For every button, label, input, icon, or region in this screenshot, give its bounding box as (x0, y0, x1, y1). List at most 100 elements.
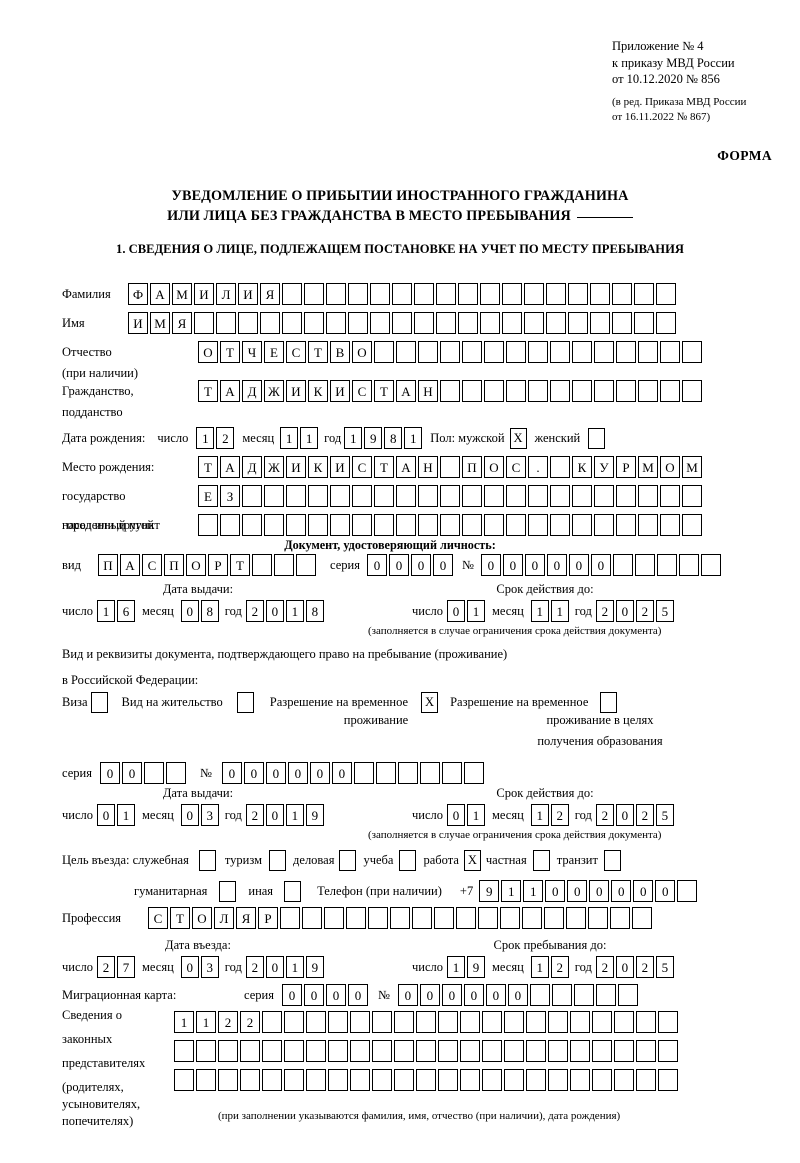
char-cell[interactable] (617, 984, 638, 1006)
purpose-other-checkbox[interactable] (284, 880, 302, 902)
char-cell[interactable] (506, 485, 526, 507)
char-cell[interactable] (590, 283, 610, 305)
char-cell[interactable] (526, 1040, 546, 1062)
char-cell[interactable] (636, 1069, 656, 1091)
char-cell[interactable] (592, 1011, 612, 1033)
char-cell[interactable]: 1 (174, 1011, 194, 1033)
digit-cell[interactable]: 6 (117, 600, 136, 622)
char-cell[interactable] (462, 341, 482, 363)
digit-cell[interactable]: 3 (200, 956, 219, 978)
char-cell[interactable] (658, 1040, 678, 1062)
char-cell[interactable] (528, 341, 548, 363)
char-cell[interactable] (350, 1069, 370, 1091)
char-cell[interactable]: Т (198, 380, 218, 402)
digit-cell[interactable]: 2 (550, 956, 569, 978)
char-cell[interactable] (550, 380, 570, 402)
char-cell[interactable] (198, 514, 218, 536)
char-cell[interactable]: У (594, 456, 614, 478)
char-cell[interactable]: 1 (523, 880, 544, 902)
char-cell[interactable] (480, 283, 500, 305)
char-cell[interactable] (678, 554, 699, 576)
char-cell[interactable] (462, 514, 482, 536)
digit-cell[interactable]: 8 (384, 427, 403, 449)
char-cell[interactable] (506, 514, 526, 536)
char-cell[interactable] (616, 485, 636, 507)
char-cell[interactable] (592, 1040, 612, 1062)
digit-cell[interactable]: 7 (117, 956, 136, 978)
digit-cell[interactable]: 1 (300, 427, 319, 449)
digit-cell[interactable]: 0 (97, 804, 116, 826)
digit-cell[interactable]: 0 (615, 804, 634, 826)
purpose-tourism-checkbox[interactable] (269, 850, 287, 871)
char-cell[interactable] (660, 514, 680, 536)
char-cell[interactable] (614, 1040, 634, 1062)
digit-cell[interactable]: 0 (615, 956, 634, 978)
purpose-humanitarian-checkbox[interactable] (219, 880, 237, 902)
char-cell[interactable]: 2 (218, 1011, 238, 1033)
char-cell[interactable] (328, 1011, 348, 1033)
char-cell[interactable]: 1 (501, 880, 522, 902)
digit-cell[interactable]: 1 (530, 956, 549, 978)
char-cell[interactable] (484, 514, 504, 536)
char-cell[interactable] (220, 514, 240, 536)
char-cell[interactable] (440, 485, 460, 507)
char-cell[interactable]: 0 (480, 554, 501, 576)
char-cell[interactable]: 0 (502, 554, 523, 576)
char-cell[interactable]: 0 (567, 880, 588, 902)
char-cell[interactable]: Р (208, 554, 228, 576)
char-cell[interactable] (528, 514, 548, 536)
birth-place-input-3[interactable] (198, 514, 704, 536)
char-cell[interactable]: 0 (265, 762, 286, 784)
char-cell[interactable] (550, 456, 570, 478)
char-cell[interactable]: 0 (546, 554, 567, 576)
digit-cell[interactable]: 9 (467, 956, 486, 978)
char-cell[interactable] (480, 312, 500, 334)
char-cell[interactable] (568, 312, 588, 334)
char-cell[interactable] (374, 514, 394, 536)
char-cell[interactable] (390, 907, 410, 929)
char-cell[interactable]: М (682, 456, 702, 478)
char-cell[interactable] (262, 1011, 282, 1033)
char-cell[interactable] (572, 341, 592, 363)
char-cell[interactable]: 9 (479, 880, 500, 902)
char-cell[interactable]: О (192, 907, 212, 929)
char-cell[interactable]: Т (374, 380, 394, 402)
char-cell[interactable] (460, 1069, 480, 1091)
char-cell[interactable]: О (660, 456, 680, 478)
char-cell[interactable] (570, 1040, 590, 1062)
char-cell[interactable] (572, 485, 592, 507)
char-cell[interactable]: Т (198, 456, 218, 478)
char-cell[interactable] (458, 283, 478, 305)
char-cell[interactable]: 0 (611, 880, 632, 902)
char-cell[interactable] (252, 554, 272, 576)
char-cell[interactable]: 0 (410, 554, 431, 576)
sex-male-checkbox[interactable]: X (509, 427, 527, 449)
char-cell[interactable] (638, 485, 658, 507)
digit-cell[interactable]: 1 (285, 600, 304, 622)
char-cell[interactable] (660, 485, 680, 507)
char-cell[interactable]: 0 (441, 984, 462, 1006)
char-cell[interactable]: 0 (507, 984, 528, 1006)
char-cell[interactable]: В (330, 341, 350, 363)
char-cell[interactable] (656, 554, 677, 576)
char-cell[interactable] (616, 514, 636, 536)
char-cell[interactable] (264, 485, 284, 507)
char-cell[interactable] (282, 283, 302, 305)
char-cell[interactable] (392, 283, 412, 305)
char-cell[interactable] (682, 514, 702, 536)
digit-cell[interactable]: 1 (285, 804, 304, 826)
char-cell[interactable] (638, 380, 658, 402)
char-cell[interactable] (462, 380, 482, 402)
char-cell[interactable] (544, 907, 564, 929)
digit-cell[interactable]: 2 (216, 427, 235, 449)
char-cell[interactable] (346, 907, 366, 929)
char-cell[interactable] (348, 283, 368, 305)
char-cell[interactable] (306, 1069, 326, 1091)
char-cell[interactable] (482, 1040, 502, 1062)
